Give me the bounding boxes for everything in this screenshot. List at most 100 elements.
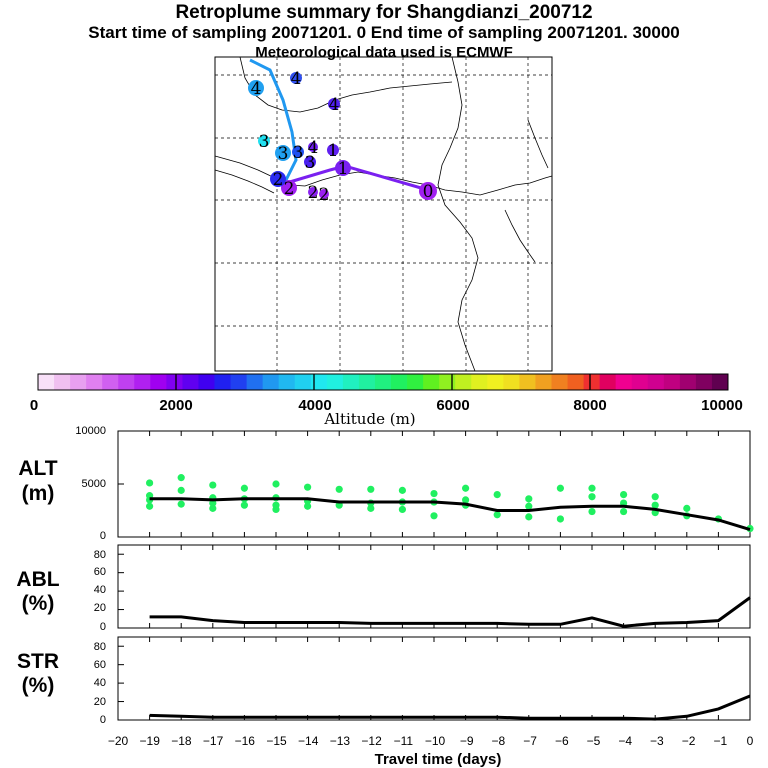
colorbar-swatch: [695, 374, 713, 390]
trajectory-point-label: 3: [259, 132, 270, 152]
trajectory-point: [335, 160, 351, 176]
abl-panel-frame: [117, 544, 751, 629]
altitude-scatter-point: [398, 505, 406, 514]
altitude-scatter-point: [240, 501, 248, 509]
colorbar-swatch: [230, 374, 248, 390]
colorbar-label: Altitude (m): [323, 410, 415, 428]
colorbar-swatch: [102, 374, 119, 390]
trajectory-point: [328, 98, 340, 110]
colorbar-swatch: [182, 374, 199, 390]
abl-ytick: 80: [94, 549, 106, 561]
altitude-scatter-point: [367, 485, 375, 493]
altitude-scatter-point: [556, 484, 565, 492]
alt-panel-unit: (m): [22, 482, 55, 505]
colorbar-swatch: [471, 374, 488, 390]
colorbar-tick: 4000: [298, 397, 331, 414]
x-tick: −2: [682, 734, 696, 748]
altitude-scatter-point: [177, 500, 185, 508]
trajectory-point: [292, 146, 304, 158]
x-tick: −18: [171, 734, 192, 748]
altitude-scatter-point: [335, 485, 343, 493]
str-yticks: 80 60 40 20 0: [94, 641, 106, 726]
colorbar-swatch: [567, 374, 584, 390]
x-tick: −5: [587, 734, 601, 748]
altitude-scatter-point: [177, 486, 185, 494]
colorbar-swatch: [487, 374, 504, 390]
trajectory-point-label: 4: [308, 138, 319, 158]
trajectory-point-label: 1: [338, 159, 349, 179]
x-tick: −10: [425, 734, 446, 748]
sampling-time-line: Start time of sampling 20071201. 0 End t…: [88, 23, 680, 42]
trajectory-point-label: 0: [423, 182, 434, 202]
chart-title: Retroplume summary for Shangdianzi_20071…: [175, 2, 593, 23]
colorbar-swatch: [503, 374, 520, 390]
x-tick: −4: [618, 734, 632, 748]
colorbar-frame: [37, 373, 729, 391]
altitude-scatter-point: [146, 479, 154, 487]
altitude-scatter-point: [620, 507, 628, 516]
colorbar-tick: 8000: [573, 397, 606, 414]
trajectory-point: [304, 156, 316, 168]
colorbar-swatch: [198, 374, 215, 390]
x-tick: −3: [650, 734, 664, 748]
colorbar-swatch: [583, 374, 601, 390]
colorbar-swatch: [519, 374, 536, 390]
colorbar-swatch: [86, 374, 103, 390]
trajectory-point: [308, 142, 318, 152]
colorbar-swatch: [54, 374, 71, 390]
str-ytick: 0: [100, 714, 106, 726]
x-tick: −6: [555, 734, 569, 748]
map-gridlines: [215, 57, 552, 371]
colorbar-swatch: [342, 374, 360, 390]
altitude-scatter-point: [367, 504, 375, 512]
colorbar-swatch: [278, 374, 296, 390]
x-tick: −12: [361, 734, 382, 748]
trajectory-point: [290, 72, 302, 84]
altitude-scatter-point: [146, 502, 154, 510]
colorbar-swatch: [439, 374, 456, 390]
x-tick: −20: [108, 734, 129, 748]
colorbar-swatch: [262, 374, 280, 390]
time-series-panels: [117, 430, 754, 721]
trajectory-point-label: 3: [278, 144, 289, 164]
str-ytick: 40: [94, 677, 106, 689]
altitude-scatter-point: [525, 513, 533, 521]
str-panel-label: STR: [17, 650, 59, 673]
colorbar-swatch: [423, 374, 440, 390]
trajectory-line-1: [249, 58, 298, 183]
colorbar-swatch: [294, 374, 312, 390]
altitude-scatter-point: [272, 480, 280, 488]
colorbar-swatch: [631, 374, 649, 390]
trajectory-point-label: 4: [329, 95, 340, 115]
colorbar-swatch: [70, 374, 87, 390]
alt-ytick: 5000: [82, 478, 106, 490]
alt-ytick: 0: [100, 530, 106, 542]
abl-ytick: 0: [100, 621, 106, 633]
trajectory-point-label: 2: [273, 170, 284, 190]
trajectory-point-label: 2: [319, 185, 330, 205]
x-axis-label: Travel time (days): [375, 751, 502, 768]
altitude-colorbar: [37, 373, 729, 391]
colorbar-swatch: [310, 374, 328, 390]
altitude-scatter-point: [272, 505, 280, 514]
altitude-scatter-point: [398, 486, 406, 494]
altitude-scatter-point: [430, 512, 438, 520]
x-tick: 0: [747, 734, 754, 748]
x-tick: −1: [713, 734, 727, 748]
altitude-scatter-point: [588, 484, 596, 492]
trajectory-point: [327, 144, 339, 156]
x-tick-labels: −20 −19 −18 −17 −16 −15 −14 −13 −12 −11 …: [108, 734, 754, 748]
altitude-scatter-point: [493, 511, 501, 519]
alt-ytick: 10000: [75, 425, 106, 437]
colorbar-swatch: [38, 374, 55, 390]
x-tick: −15: [266, 734, 287, 748]
x-tick: −13: [330, 734, 351, 748]
str-panel-unit: (%): [22, 674, 55, 697]
trajectory-point-label: 1: [328, 141, 339, 161]
x-tick: −16: [235, 734, 256, 748]
colorbar-swatch: [134, 374, 151, 390]
colorbar-swatch: [214, 374, 231, 390]
x-tick: −9: [460, 734, 474, 748]
altitude-scatter-point: [525, 502, 533, 510]
